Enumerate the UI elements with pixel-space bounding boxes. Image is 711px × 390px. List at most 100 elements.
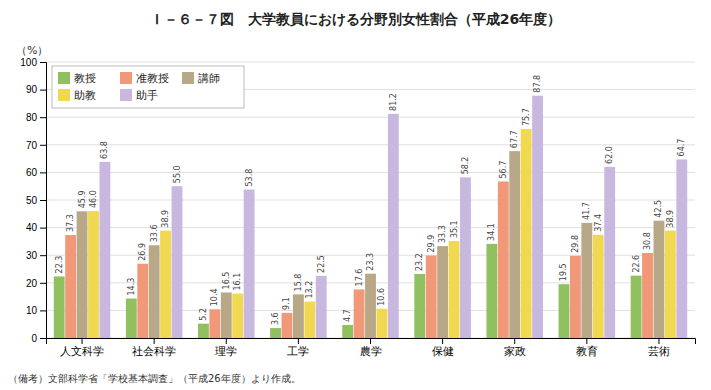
- tick-label: 芸術: [648, 345, 670, 357]
- tick-mark: [442, 338, 443, 344]
- bar: [631, 276, 642, 338]
- legend-label: 教授: [74, 72, 96, 85]
- data-label: 13.2: [305, 281, 314, 299]
- tick-mark: [40, 338, 46, 339]
- tick-label: 0: [31, 333, 37, 344]
- bar: [209, 309, 220, 338]
- data-label: 26.9: [138, 243, 147, 261]
- series: [54, 244, 642, 338]
- y-tick: 50: [26, 195, 46, 206]
- data-label: 16.5: [222, 272, 231, 290]
- data-label: 87.8: [533, 75, 542, 93]
- tick-mark: [40, 145, 46, 146]
- y-tick: 100: [20, 57, 46, 68]
- tick-mark: [154, 338, 155, 344]
- bar: [460, 177, 471, 338]
- grid-line: [46, 200, 695, 201]
- bar: [532, 96, 543, 338]
- data-labels: 22.314.35.23.64.723.234.119.522.637.326.…: [55, 75, 687, 325]
- data-label: 38.9: [666, 210, 675, 228]
- data-label: 67.7: [510, 130, 519, 148]
- tick-mark: [298, 338, 299, 344]
- tick-mark: [82, 338, 83, 344]
- data-label: 34.1: [487, 223, 496, 241]
- bar: [437, 246, 448, 338]
- data-label: 33.3: [438, 225, 447, 243]
- tick-label: 理学: [215, 345, 237, 357]
- tick-mark: [226, 338, 227, 344]
- data-label: 10.6: [377, 288, 386, 306]
- y-tick: 30: [26, 250, 46, 261]
- bars: [54, 96, 687, 338]
- bar: [149, 245, 160, 338]
- legend-item: 助教: [58, 89, 96, 102]
- data-label: 45.9: [78, 191, 87, 209]
- legend-item: 助手: [120, 89, 158, 102]
- data-label: 29.9: [427, 235, 436, 253]
- bar: [486, 244, 497, 338]
- tick-mark: [40, 283, 46, 284]
- legend-box: [52, 66, 244, 108]
- tick-label: 30: [26, 250, 38, 261]
- bar: [665, 231, 676, 338]
- tick-label: 90: [26, 84, 38, 95]
- y-tick: 70: [26, 140, 46, 151]
- legend-swatch: [58, 89, 70, 101]
- bar: [376, 309, 387, 338]
- tick-mark: [586, 338, 587, 344]
- bar: [570, 256, 581, 338]
- series: [77, 151, 665, 338]
- y-tick: 90: [26, 84, 46, 95]
- data-label: 37.4: [594, 214, 603, 232]
- data-label: 53.8: [245, 169, 254, 187]
- legend-label: 講師: [198, 72, 220, 85]
- bar: [270, 328, 281, 338]
- data-label: 5.2: [199, 308, 208, 321]
- bar: [581, 223, 592, 338]
- x-tick: 工学: [287, 338, 309, 357]
- data-label: 17.6: [355, 269, 364, 287]
- footnote: （備考）文部科学省「学校基本調査」（平成26年度）より作成。: [8, 373, 301, 384]
- y-tick: 20: [26, 278, 46, 289]
- legend-label: 助手: [136, 89, 158, 102]
- bar: [198, 324, 209, 338]
- tick-label: 50: [26, 195, 38, 206]
- bar: [449, 241, 460, 338]
- y-tick: 10: [26, 305, 46, 316]
- legend-item: 准教授: [120, 72, 169, 85]
- bar: [304, 302, 315, 338]
- bar: [426, 255, 437, 338]
- data-label: 4.7: [343, 309, 352, 322]
- tick-mark: [40, 200, 46, 201]
- data-label: 19.5: [559, 263, 568, 281]
- bar: [593, 235, 604, 338]
- data-label: 42.5: [654, 200, 663, 218]
- bar: [88, 211, 99, 338]
- bar: [160, 231, 171, 338]
- tick-label: 60: [26, 167, 38, 178]
- grid-line: [46, 144, 695, 145]
- tick-label: 人文科学: [60, 345, 104, 357]
- legend-label: 助教: [74, 89, 96, 102]
- tick-label: 80: [26, 112, 38, 123]
- bar: [316, 276, 327, 338]
- bar: [232, 294, 243, 338]
- bar: [498, 182, 509, 338]
- chart: Ｉ－６－７図 大学教員における分野別女性割合（平成26年度）22.314.35.…: [0, 0, 711, 390]
- tick-mark: [40, 228, 46, 229]
- y-tick: 80: [26, 112, 46, 123]
- tick-label: 70: [26, 140, 38, 151]
- bar: [126, 299, 137, 338]
- tick-label: 工学: [287, 345, 309, 357]
- tick-mark: [40, 310, 46, 311]
- tick-label: 40: [26, 222, 38, 233]
- data-label: 23.3: [366, 253, 375, 271]
- bar: [654, 221, 665, 338]
- data-label: 62.0: [605, 146, 614, 164]
- bar: [282, 313, 293, 338]
- bar: [172, 186, 183, 338]
- data-label: 16.1: [233, 273, 242, 291]
- data-label: 14.3: [127, 278, 136, 296]
- y-tick: 60: [26, 167, 46, 178]
- bar: [293, 294, 304, 338]
